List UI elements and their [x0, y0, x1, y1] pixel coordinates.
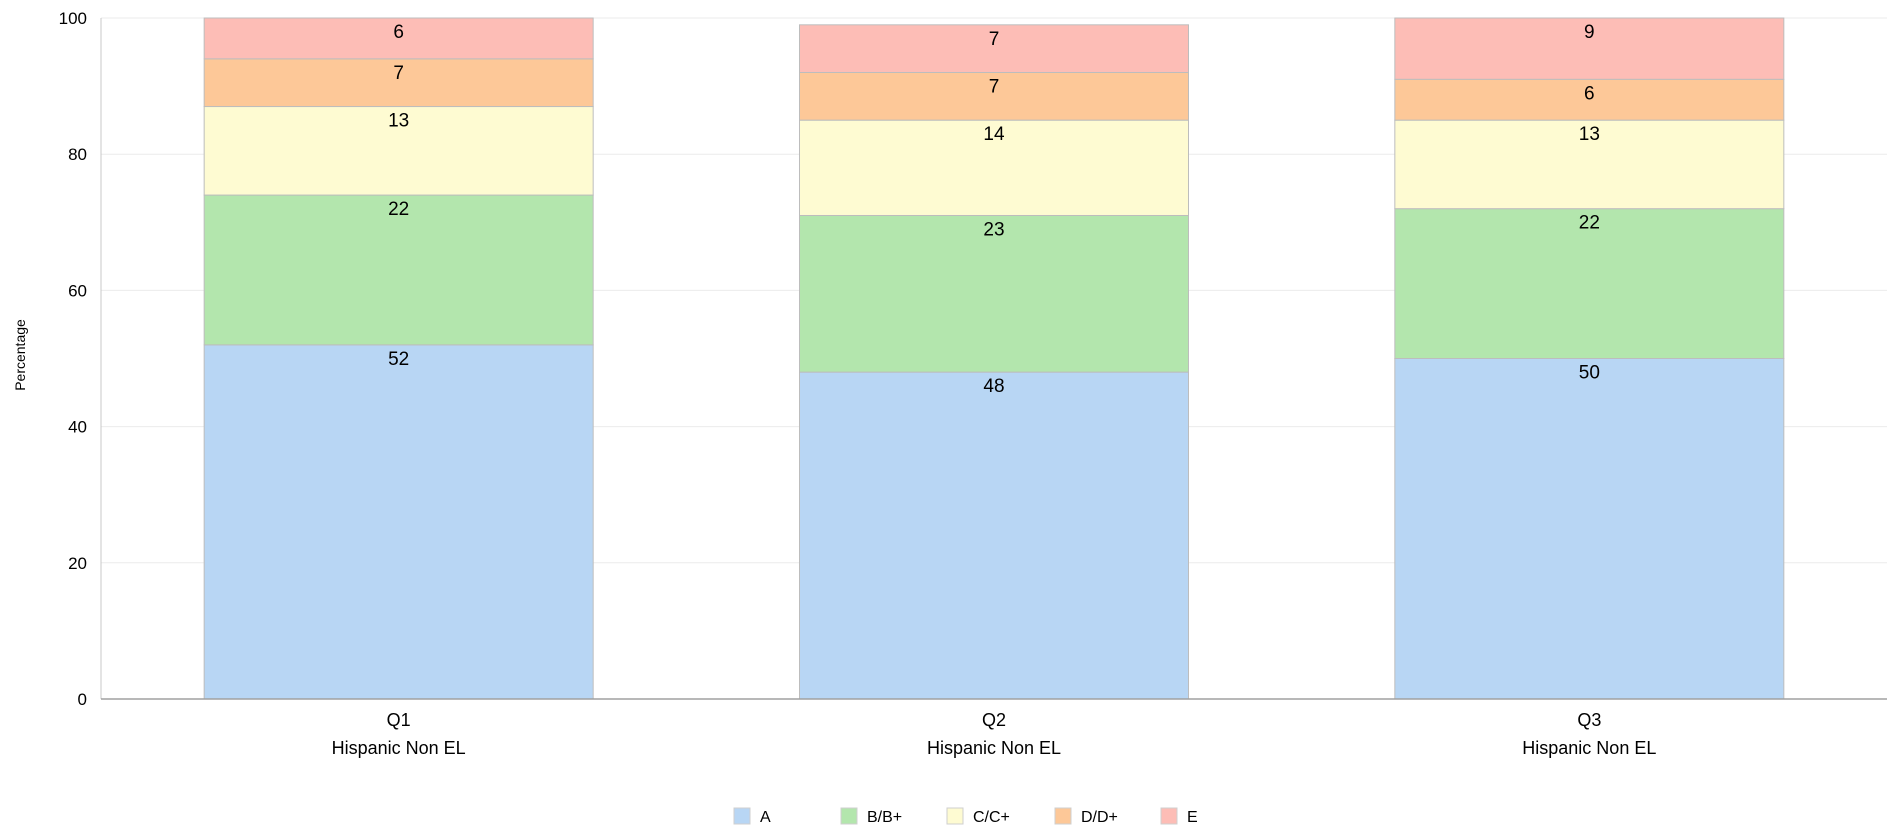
- data-label: 7: [989, 76, 1000, 97]
- data-label: 14: [983, 124, 1005, 145]
- axes: 0 20 40 60 80 100 Q1 Hispanic Non EL Q2 Hispanic …: [59, 9, 1887, 758]
- bar-segment: [799, 71, 1189, 121]
- x-tick-label: Q3: [1577, 710, 1601, 730]
- x-tick-sublabel: Hispanic Non EL: [1522, 738, 1656, 758]
- bar-segment: [799, 371, 1189, 700]
- data-label: 52: [388, 349, 409, 370]
- x-tick-label: Q1: [387, 710, 411, 730]
- data-label: 7: [989, 29, 1000, 50]
- data-labels: 52 22 13 7 6 48 23 14 7 7 50 22 13 6 9: [388, 22, 1600, 397]
- x-tick-label: Q2: [982, 710, 1006, 730]
- data-label: 22: [388, 199, 409, 220]
- bar-segment: [1394, 208, 1785, 359]
- bar-segment: [203, 194, 594, 346]
- y-tick-label: 40: [68, 418, 87, 437]
- data-label: 6: [1584, 83, 1595, 104]
- legend-label: B/B+: [867, 809, 902, 826]
- data-label: 9: [1584, 22, 1595, 43]
- x-tick-sublabel: Hispanic Non EL: [332, 738, 466, 758]
- legend-swatch: [733, 807, 751, 825]
- x-tick-sublabel: Hispanic Non EL: [927, 738, 1061, 758]
- y-tick-label: 80: [68, 145, 87, 164]
- bar-segment: [799, 24, 1189, 73]
- legend-swatch: [1054, 807, 1072, 825]
- y-tick-label: 60: [68, 281, 87, 300]
- data-label: 7: [393, 63, 404, 84]
- y-tick-label: 20: [68, 554, 87, 573]
- data-label: 13: [388, 111, 409, 132]
- data-label: 13: [1579, 124, 1600, 145]
- bar-segment: [1394, 358, 1785, 700]
- data-label: 50: [1579, 363, 1600, 384]
- data-label: 6: [393, 22, 404, 43]
- legend-swatch: [840, 807, 858, 825]
- y-axis-title: Percentage: [12, 319, 28, 391]
- legend-label: D/D+: [1081, 809, 1118, 826]
- y-tick-label: 100: [59, 9, 87, 28]
- bar-segment: [1394, 78, 1785, 121]
- data-label: 22: [1579, 213, 1600, 234]
- bar-segment: [799, 214, 1189, 373]
- bar-segment: [1394, 119, 1785, 210]
- bar-segment: [203, 17, 594, 60]
- legend: A B/B+ C/C+ D/D+ E: [733, 807, 1198, 826]
- data-label: 23: [983, 219, 1004, 240]
- bar-segment: [203, 344, 594, 700]
- bar-segment: [1394, 17, 1785, 80]
- legend-label: E: [1187, 809, 1198, 826]
- legend-label: A: [760, 809, 771, 826]
- legend-label: C/C+: [973, 809, 1010, 826]
- legend-swatch: [1160, 807, 1178, 825]
- legend-swatch: [946, 807, 964, 825]
- y-tick-label: 0: [78, 690, 87, 709]
- bar-segment: [203, 106, 594, 196]
- bars: [203, 17, 1785, 700]
- data-label: 48: [983, 376, 1004, 397]
